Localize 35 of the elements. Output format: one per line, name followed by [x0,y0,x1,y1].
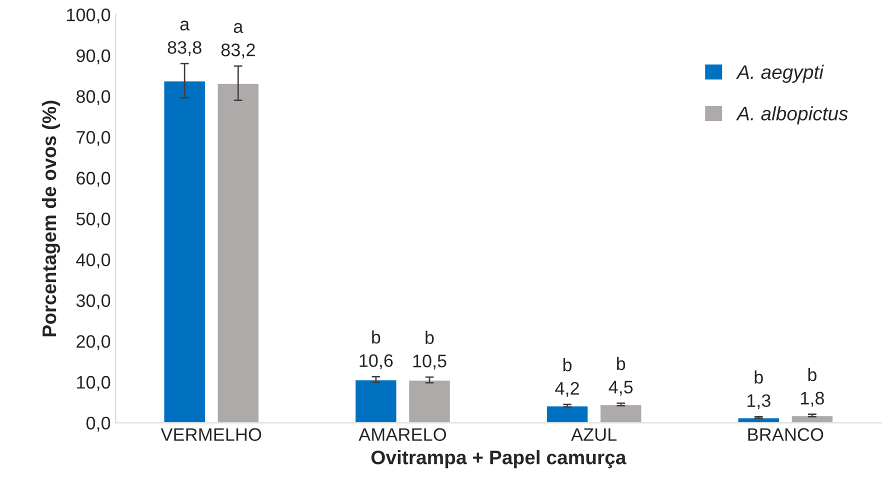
x-tick-label: AZUL [571,428,617,441]
bar [736,416,780,423]
bar [408,379,452,423]
y-tick-label: 50,0 [76,212,110,228]
data-label: b 10,5 [413,330,446,370]
y-tick-label: 90,0 [76,49,110,64]
y-tick-label: 0,0 [86,416,110,432]
bar [354,378,398,423]
y-tick-label: 10,0 [77,376,110,391]
y-tick-label: 100,0 [67,8,110,24]
data-label: a 83,8 [168,20,202,56]
y-tick-label: 70,0 [76,130,110,146]
y-tick-label: 80,0 [76,90,110,106]
y-tick-label: 60,0 [76,172,110,187]
data-label: b 1,3 [747,370,770,410]
x-tick-label: AMARELO [358,428,446,441]
legend-label: A. albopictus [736,106,848,124]
x-axis-title: Ovitrampa + Papel camurça [371,450,626,468]
bar [216,82,260,423]
data-label: b 4,2 [555,358,579,397]
bar [790,414,834,423]
x-tick-label: BRANCO [748,428,824,441]
data-label: b 4,5 [608,356,633,396]
bar [546,404,590,423]
data-label: b 10,6 [360,330,393,370]
data-label: b 1,8 [801,368,824,407]
data-label: a 83,2 [221,23,255,58]
y-tick-label: 40,0 [76,253,110,268]
legend-label: A. aegypti [736,64,824,83]
y-tick-label: 20,0 [76,335,110,350]
x-tick-label: VERMELHO [160,428,262,441]
bar [162,80,206,423]
y-tick-label: 30,0 [76,294,110,310]
y-axis-title: Porcentagem de ovos (%) [42,100,60,336]
bar [599,404,643,423]
